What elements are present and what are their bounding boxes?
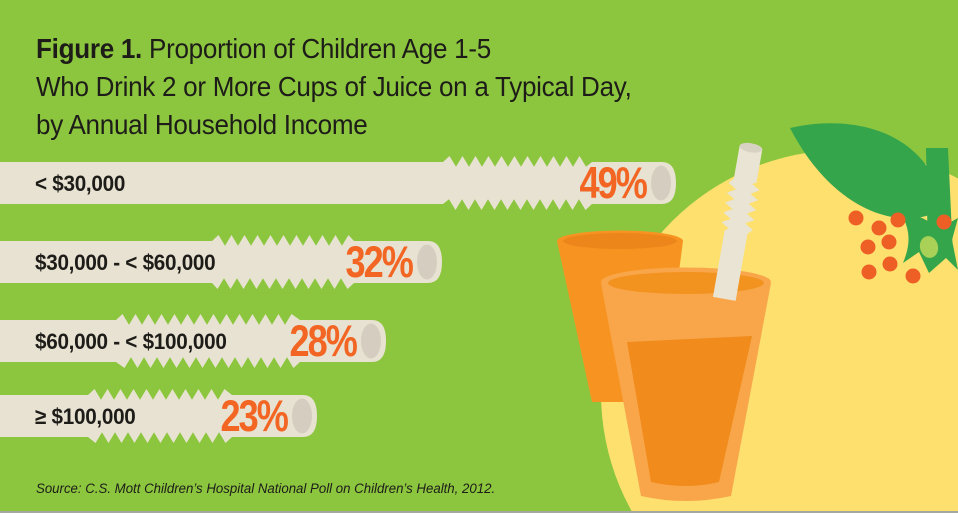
bar-value-label: 28% <box>289 317 357 367</box>
title-line-2: Who Drink 2 or More Cups of Juice on a T… <box>36 71 632 102</box>
bar-shape <box>0 389 317 443</box>
bar-value-label: 49% <box>579 159 647 209</box>
title-line-1: Figure 1. Proportion of Children Age 1-5 <box>36 33 491 64</box>
bar-value-label: 32% <box>345 238 413 288</box>
figure-title: Figure 1. Proportion of Children Age 1-5… <box>36 30 632 144</box>
bar-row-3: ≥ $100,000 23% <box>0 388 323 446</box>
bar-value-label: 23% <box>220 392 288 442</box>
bar-end-cap <box>651 165 671 201</box>
source-citation: Source: C.S. Mott Children’s Hospital Na… <box>36 481 496 496</box>
title-line-3: by Annual Household Income <box>36 109 368 140</box>
bar-shape <box>0 235 442 289</box>
bar-end-cap <box>417 244 437 280</box>
bar-shape <box>0 314 386 368</box>
bar-category-label: < $30,000 <box>35 171 126 196</box>
bar-category-label: $60,000 - < $100,000 <box>35 329 227 354</box>
bar-row-0: < $30,000 49% <box>0 155 682 213</box>
bar-row-2: $60,000 - < $100,000 28% <box>0 313 392 371</box>
bottom-edge-line <box>0 511 958 513</box>
bar-end-cap <box>292 398 312 434</box>
bar-shape <box>0 156 676 210</box>
bar-category-label: $30,000 - < $60,000 <box>35 250 216 275</box>
bar-category-label: ≥ $100,000 <box>35 404 136 429</box>
figure-number: Figure 1. <box>36 33 143 64</box>
bar-end-cap <box>361 323 381 359</box>
bar-row-1: $30,000 - < $60,000 32% <box>0 234 448 292</box>
